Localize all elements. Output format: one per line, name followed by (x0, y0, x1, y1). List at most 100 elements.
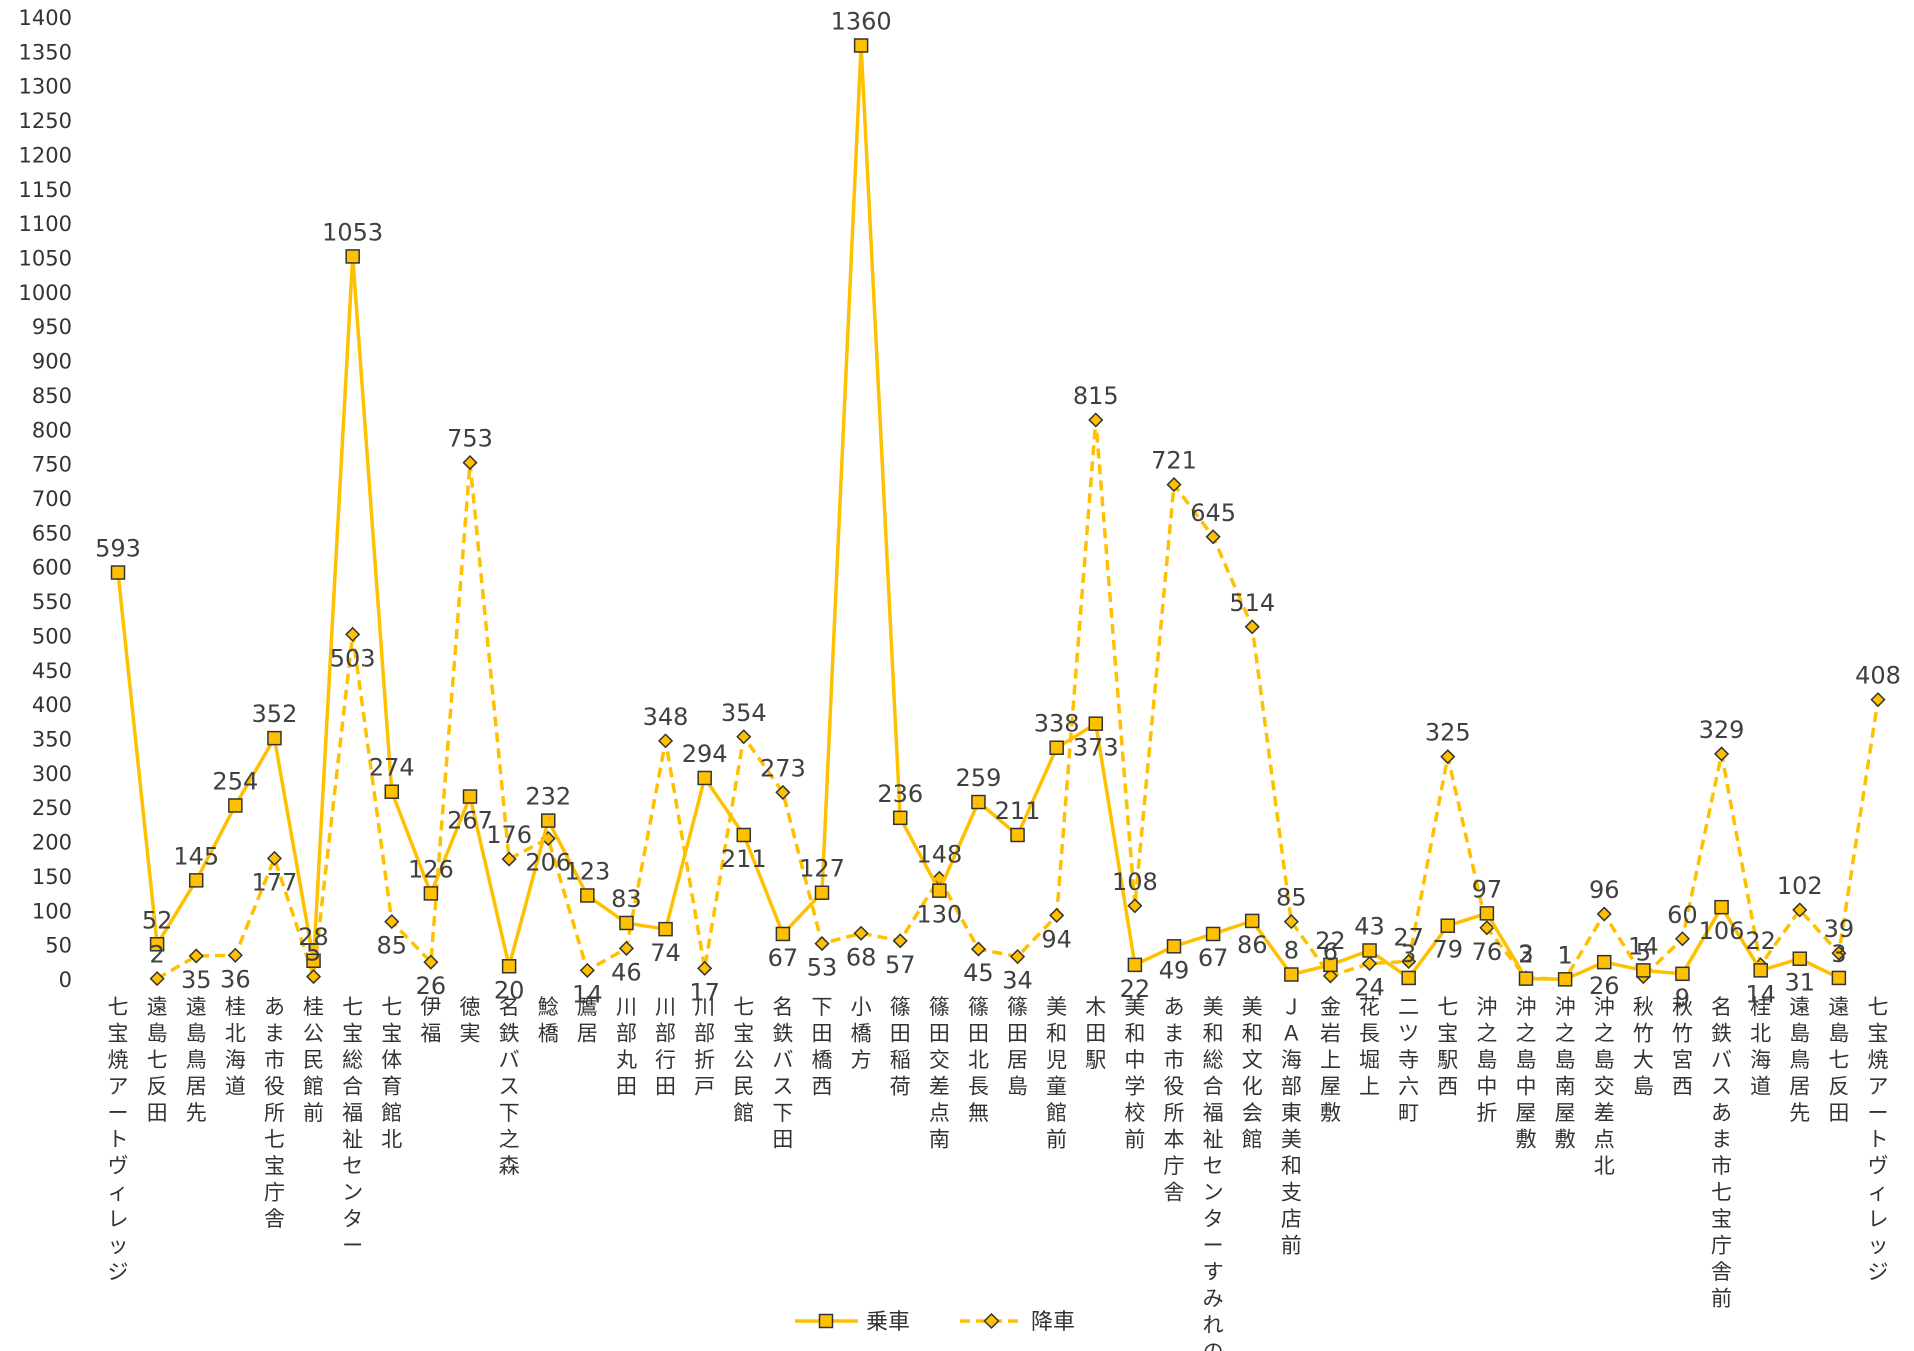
boarding-point (1714, 899, 1729, 915)
x-category-label: 遠島七反田 (1828, 995, 1849, 1125)
alighting-data-label: 85 (1276, 884, 1307, 912)
x-category-label: 二ツ寺六町 (1398, 995, 1419, 1125)
x-category-label: 七宝総合福祉センター (342, 995, 363, 1258)
x-category-label: 秋竹宮西 (1672, 995, 1693, 1099)
boarding-point (188, 873, 204, 888)
y-tick-label: 1400 (19, 6, 72, 30)
alighting-data-label: 329 (1699, 716, 1745, 744)
alighting-point (1322, 968, 1339, 984)
boarding-point (1049, 740, 1064, 755)
alighting-point (1166, 477, 1182, 493)
legend-diamond-marker (983, 1312, 1000, 1330)
x-category-label: 美和児童館前 (1046, 995, 1067, 1152)
y-tick-label: 1000 (19, 281, 72, 305)
alighting-data-label: 35 (181, 966, 212, 994)
boarding-data-label: 593 (95, 535, 141, 563)
y-tick-label: 300 (32, 762, 72, 786)
alighting-data-label: 76 (1472, 938, 1503, 966)
alighting-data-label: 36 (220, 965, 251, 993)
y-tick-label: 100 (32, 899, 72, 923)
x-category-label: あま市役所本庁舎 (1164, 995, 1185, 1205)
alighting-series-line (156, 418, 1880, 982)
alighting-data-label: 53 (807, 954, 838, 982)
boarding-point (1127, 957, 1143, 973)
alighting-data-label: 815 (1073, 382, 1119, 410)
x-axis: 七宝焼アートヴィレッジ遠島七反田遠島鳥居先桂北海道あま市役所七宝庁舎桂公民館前七… (108, 995, 1889, 1351)
boarding-point (1831, 970, 1847, 986)
alighting-point (892, 933, 908, 949)
alighting-data-label: 2 (149, 941, 164, 969)
alighting-data-label: 514 (1229, 589, 1275, 617)
boarding-data-label: 3 (1831, 940, 1846, 968)
y-tick-label: 1050 (19, 247, 72, 271)
boarding-data-label: 97 (1472, 875, 1503, 903)
boarding-data-label: 126 (408, 855, 454, 883)
boarding-data-label: 14 (1745, 980, 1776, 1008)
boarding-point (1675, 966, 1690, 982)
y-tick-label: 800 (32, 418, 72, 442)
alighting-data-label: 3 (1518, 940, 1533, 968)
x-category-label: 七宝駅西 (1437, 995, 1458, 1099)
x-category-label: あま市役所七宝庁舎 (264, 995, 285, 1231)
alighting-data-label: 22 (1745, 927, 1776, 955)
boarding-data-label: 83 (611, 885, 642, 913)
alighting-point (1674, 931, 1691, 947)
boarding-data-label: 74 (650, 939, 681, 967)
boarding-data-label: 31 (1785, 969, 1816, 997)
alighting-point (775, 784, 791, 800)
alighting-data-label: 45 (963, 959, 994, 987)
y-tick-label: 200 (32, 831, 72, 855)
boarding-point (814, 885, 830, 900)
x-category-label: 七宝焼アートヴィレッジ (1868, 995, 1889, 1284)
boarding-data-label: 294 (682, 740, 728, 768)
boarding-data-label: 43 (1354, 912, 1385, 940)
boarding-data-label: 236 (877, 780, 923, 808)
alighting-point (227, 947, 243, 963)
boarding-data-label: 127 (799, 855, 845, 883)
alighting-data-label: 14 (572, 980, 603, 1008)
boarding-data-label: 267 (447, 807, 493, 835)
x-category-label: 沖之島中屋敷 (1516, 995, 1537, 1152)
alighting-point (149, 971, 165, 987)
x-category-label: 桂北海道 (1750, 995, 1771, 1099)
boarding-point (775, 926, 791, 942)
boarding-point (853, 38, 869, 53)
boarding-data-label: 86 (1237, 931, 1268, 959)
boarding-data-label: 67 (768, 944, 799, 972)
alighting-point (1870, 692, 1886, 708)
boarding-point (971, 794, 986, 810)
boarding-point (423, 886, 439, 901)
x-category-label: ＪＡ海部東美和支店前 (1281, 995, 1302, 1258)
alighting-data-label: 148 (916, 840, 962, 868)
y-tick-label: 1250 (19, 109, 72, 133)
boarding-point (1205, 926, 1221, 942)
boarding-data-label: 67 (1198, 944, 1229, 972)
y-tick-label: 1150 (19, 178, 72, 202)
boarding-data-label: 26 (1589, 972, 1620, 1000)
x-category-label: 桂北海道 (225, 995, 246, 1099)
data-labels: 5935221453525436352177285105350327485126… (95, 7, 1901, 1011)
y-tick-label: 400 (32, 693, 72, 717)
alighting-point (1792, 902, 1808, 918)
alighting-point (501, 851, 517, 867)
boarding-data-label: 106 (1699, 917, 1745, 945)
boarding-data-label: 211 (995, 797, 1041, 825)
boarding-series-line (116, 43, 1840, 982)
alighting-data-label: 273 (760, 754, 806, 782)
x-category-label: 美和中学校前 (1124, 995, 1145, 1152)
alighting-data-label: 68 (846, 943, 877, 971)
alighting-point (384, 914, 400, 930)
x-category-label: 下田橋西 (812, 995, 833, 1099)
legend-label-alighting: 降車 (1031, 1310, 1075, 1335)
boarding-data-label: 20 (494, 976, 525, 1004)
x-category-label: 篠田交差点南 (929, 995, 950, 1152)
boarding-data-label: 14 (1628, 932, 1659, 960)
x-category-label: 金岩上屋敷 (1320, 995, 1341, 1125)
legend-item-alighting: 降車 (960, 1310, 1075, 1335)
boarding-data-label: 338 (1034, 710, 1080, 738)
boarding-data-label: 1 (1557, 941, 1572, 969)
legend: 乗車 降車 (795, 1310, 1075, 1335)
boarding-data-label: 145 (173, 842, 219, 870)
boarding-data-label: 49 (1159, 956, 1190, 984)
y-tick-label: 150 (32, 865, 72, 889)
